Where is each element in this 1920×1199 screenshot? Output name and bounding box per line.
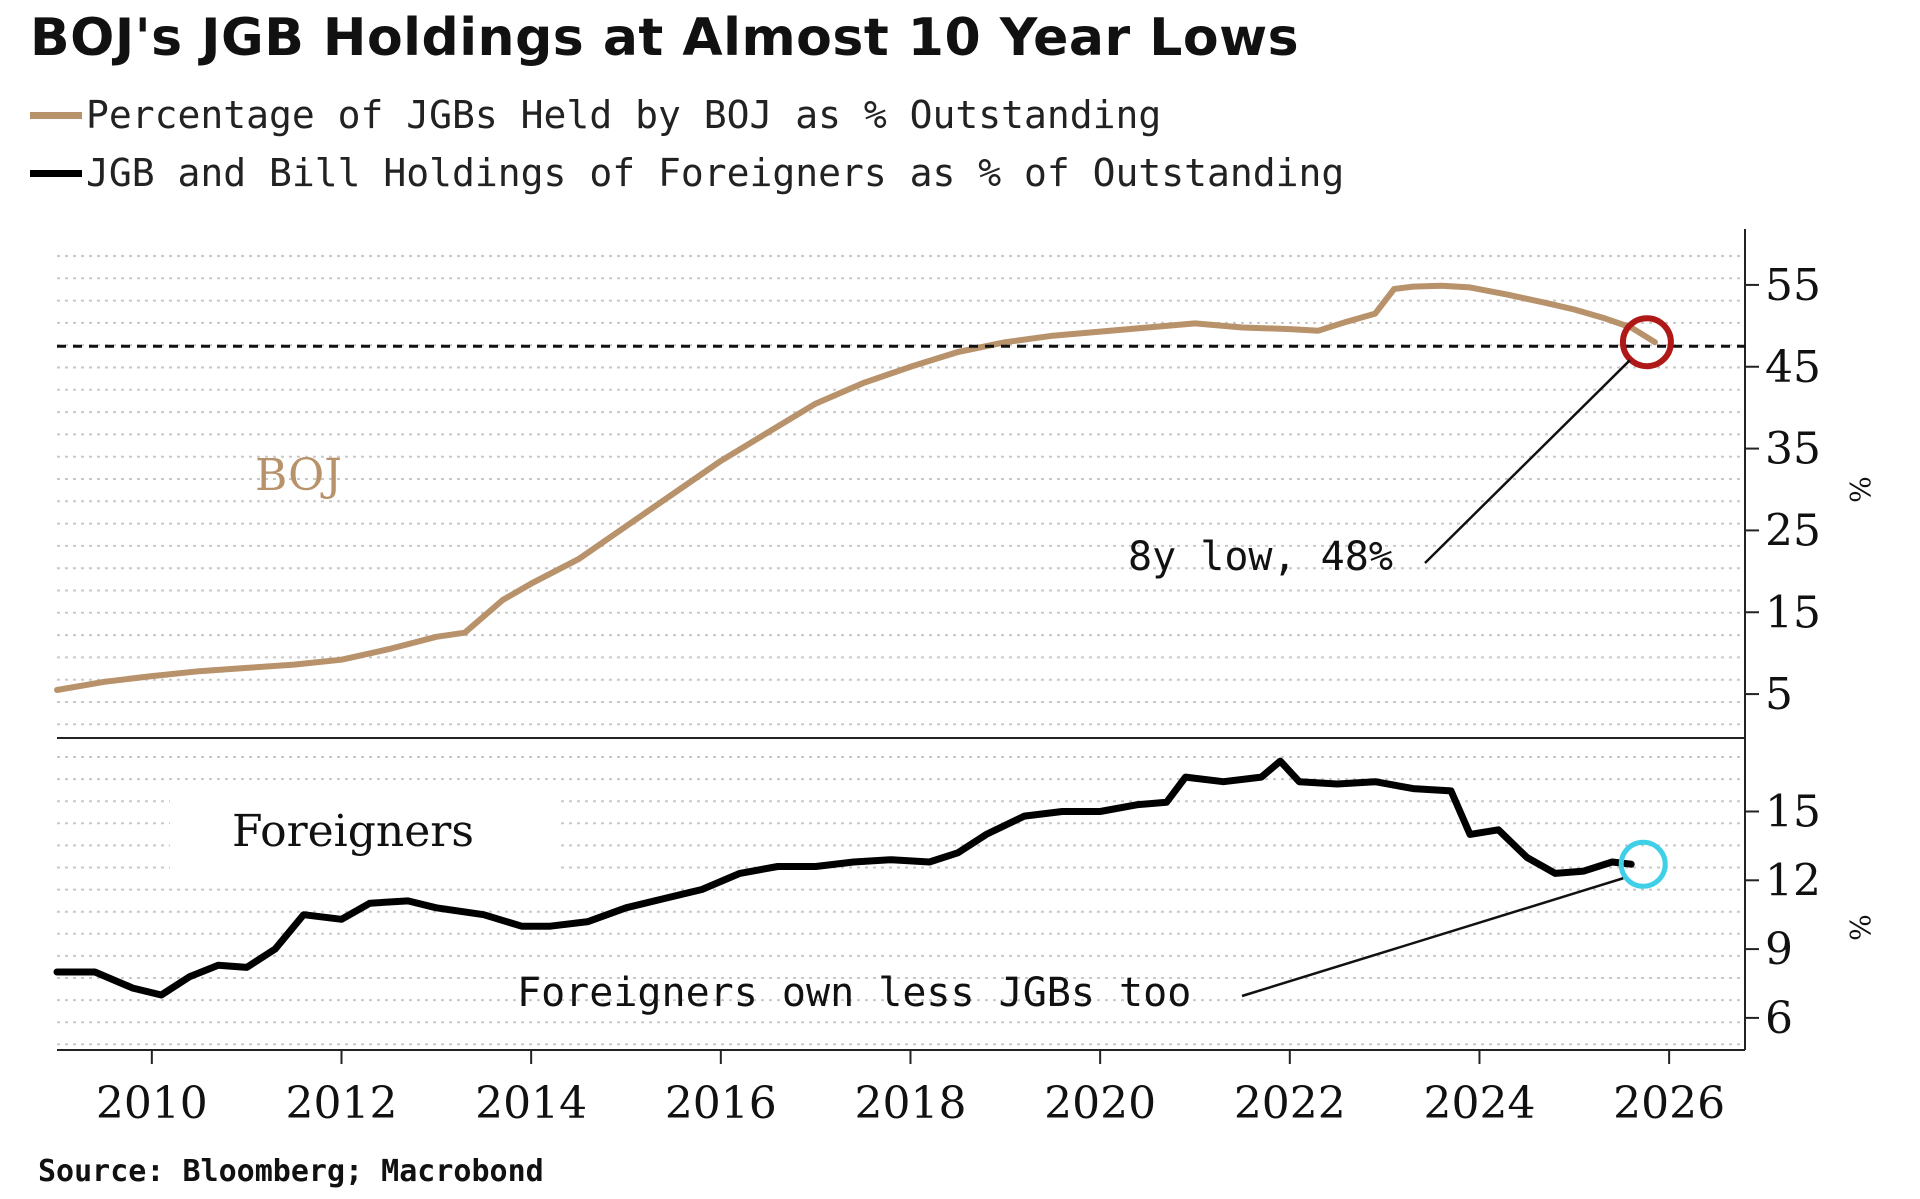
y-tick-label: 9 xyxy=(1765,924,1793,975)
y-tick-label: 45 xyxy=(1765,342,1821,393)
foreigners-marker xyxy=(1618,839,1668,889)
panel-label-bg xyxy=(170,780,560,875)
y-tick-label: 12 xyxy=(1765,855,1821,906)
foreigners-annotation-leader xyxy=(1241,877,1624,998)
boj-series-line xyxy=(54,282,1658,693)
foreigners-annotation-label: Foreigners own less JGBs too xyxy=(517,970,1191,1016)
x-tick-label: 2012 xyxy=(286,1078,398,1129)
boj-annotation-leader xyxy=(1424,359,1631,564)
y-tick-label: 35 xyxy=(1765,424,1821,475)
y-tick-label: 15 xyxy=(1765,787,1821,838)
y-tick-label: 55 xyxy=(1765,260,1821,311)
x-tick-label: 2010 xyxy=(96,1078,208,1129)
y-unit-label: % xyxy=(1843,476,1876,503)
x-axis: 2010 2012 2014 2016 2018 2020 2022 2024 2026 xyxy=(57,1049,1745,1129)
legend-swatch-boj xyxy=(30,111,82,119)
foreigners-series-line xyxy=(53,757,1635,999)
y-unit-label: % xyxy=(1843,914,1876,941)
boj-low-marker xyxy=(1619,315,1674,370)
x-tick-label: 2022 xyxy=(1234,1078,1346,1129)
legend-swatch-foreigners xyxy=(30,169,82,177)
x-tick-label: 2018 xyxy=(854,1078,966,1129)
chart-title: BOJ's JGB Holdings at Almost 10 Year Low… xyxy=(30,8,1300,68)
y-tick-label: 6 xyxy=(1765,993,1793,1044)
foreigners-panel: 6 9 12 15% Foreigners Foreigners own less JGB… xyxy=(53,730,1876,1050)
x-tick-label: 2026 xyxy=(1613,1078,1725,1129)
legend-item-boj: Percentage of JGBs Held by BOJ as % Outs… xyxy=(30,86,1344,144)
y-tick-label: 15 xyxy=(1765,587,1821,638)
x-tick-label: 2024 xyxy=(1423,1078,1535,1129)
y-tick-label: 25 xyxy=(1765,505,1821,556)
boj-panel: 5 15 25 35 45 55% BOJ 8y low, 48% xyxy=(54,229,1876,739)
legend-label-boj: Percentage of JGBs Held by BOJ as % Outs… xyxy=(86,93,1162,137)
source-note: Source: Bloomberg; Macrobond xyxy=(38,1154,544,1189)
x-tick-label: 2020 xyxy=(1044,1078,1156,1129)
x-tick-label: 2014 xyxy=(475,1078,587,1129)
panel-label-boj: BOJ xyxy=(255,450,342,501)
legend-label-foreigners: JGB and Bill Holdings of Foreigners as %… xyxy=(86,151,1345,195)
y-tick-label: 5 xyxy=(1765,669,1793,720)
boj-annotation-label: 8y low, 48% xyxy=(1128,534,1393,580)
panel-label-foreigners: Foreigners xyxy=(232,806,474,857)
legend-item-foreigners: JGB and Bill Holdings of Foreigners as %… xyxy=(30,144,1344,202)
legend: Percentage of JGBs Held by BOJ as % Outs… xyxy=(30,86,1344,202)
x-tick-label: 2016 xyxy=(665,1078,777,1129)
